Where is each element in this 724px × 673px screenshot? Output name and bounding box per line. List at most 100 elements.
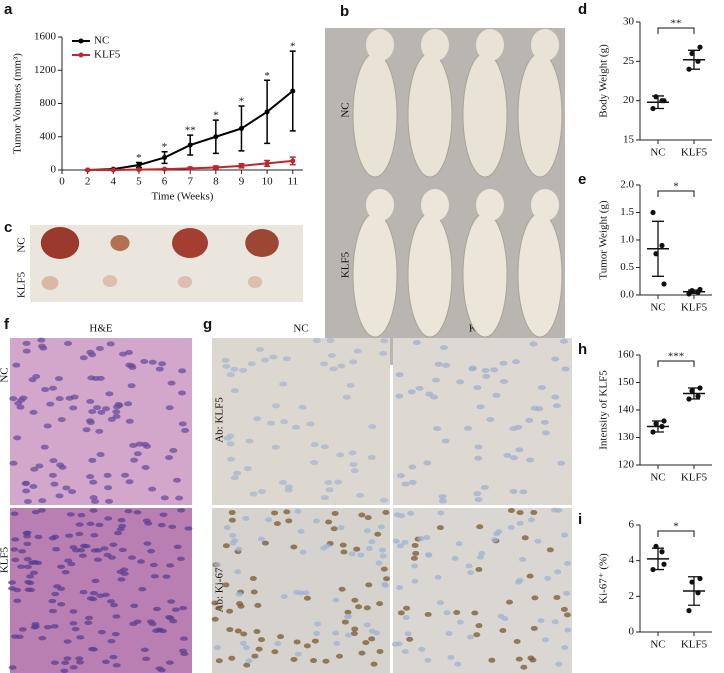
cell (297, 529, 305, 535)
error-bar (652, 420, 664, 433)
cell (68, 489, 77, 495)
cell (142, 656, 151, 662)
cell (60, 668, 69, 673)
cell (377, 524, 385, 530)
cell (84, 620, 93, 626)
cell (233, 470, 242, 476)
cell (61, 569, 70, 575)
y-tick-label: 130 (618, 431, 635, 443)
cell (340, 549, 348, 555)
cell (251, 653, 259, 659)
cell (148, 486, 157, 492)
cell (451, 555, 459, 561)
cell (284, 487, 293, 493)
x-tick-label: NC (650, 639, 665, 651)
cell (475, 566, 483, 572)
cell (336, 653, 344, 659)
cell (130, 457, 139, 463)
data-point (110, 167, 116, 173)
row-label: NC (0, 367, 11, 382)
cell (230, 366, 239, 372)
cell (471, 610, 479, 616)
cell (411, 578, 419, 584)
y-tick-label: 120 (618, 459, 635, 471)
mouse (352, 52, 398, 178)
cell (82, 427, 91, 433)
cell (355, 604, 363, 610)
cell (530, 510, 538, 516)
cell (11, 537, 20, 542)
cell (48, 608, 57, 614)
significance: * (213, 110, 219, 122)
y-tick-label: 1600 (34, 31, 57, 43)
cell (221, 357, 230, 363)
cell (434, 574, 442, 580)
cell (95, 522, 104, 528)
data-point (187, 142, 193, 148)
cell (40, 444, 49, 450)
cell (563, 561, 571, 567)
cell (424, 552, 432, 558)
cell (303, 595, 311, 601)
legend-label: NC (94, 35, 109, 47)
cell (48, 598, 57, 604)
x-tick-label: NC (650, 472, 665, 484)
cell (441, 438, 450, 444)
cell (258, 637, 266, 643)
cell (88, 409, 97, 415)
cell (51, 534, 60, 539)
y-tick-label: 25 (623, 55, 635, 67)
cell (367, 455, 376, 461)
cell (546, 547, 554, 553)
cell (50, 624, 59, 629)
cell (329, 366, 338, 372)
cell (396, 473, 405, 479)
data-point (661, 281, 667, 287)
cell (345, 632, 353, 638)
data-point (136, 162, 142, 168)
cell (406, 636, 414, 642)
mouse (462, 52, 508, 178)
tumor (172, 228, 208, 258)
cell (37, 337, 46, 343)
cell (14, 400, 23, 406)
cell (184, 526, 193, 531)
error-bar (688, 387, 700, 400)
cell (253, 628, 261, 634)
mouse (407, 212, 453, 338)
cell (160, 495, 169, 501)
significance: ** (185, 125, 196, 137)
tumor (41, 276, 59, 290)
cell (509, 455, 518, 461)
cell (109, 602, 118, 608)
data-point (653, 421, 659, 427)
cell (119, 351, 128, 357)
cell (516, 577, 524, 583)
cell (476, 524, 484, 530)
cell (249, 491, 258, 497)
cell (234, 569, 242, 575)
significance: * (136, 152, 142, 164)
cell (383, 576, 391, 582)
cell (149, 562, 158, 568)
cell (168, 524, 177, 530)
cell (531, 595, 539, 601)
cell (351, 597, 359, 603)
cell (466, 634, 474, 640)
cell (365, 545, 373, 551)
error-bar (688, 576, 700, 606)
cell (379, 351, 388, 357)
cell (43, 423, 52, 429)
cell (222, 582, 230, 588)
cell (133, 619, 142, 624)
cell (48, 472, 57, 478)
cell (332, 630, 340, 636)
cell (37, 508, 46, 513)
cell (158, 361, 167, 367)
data-point (659, 549, 665, 555)
cell (112, 663, 121, 668)
mouse (462, 212, 508, 338)
mouse (407, 52, 453, 178)
x-tick-label: KLF5 (681, 639, 708, 651)
data-point (187, 165, 193, 171)
